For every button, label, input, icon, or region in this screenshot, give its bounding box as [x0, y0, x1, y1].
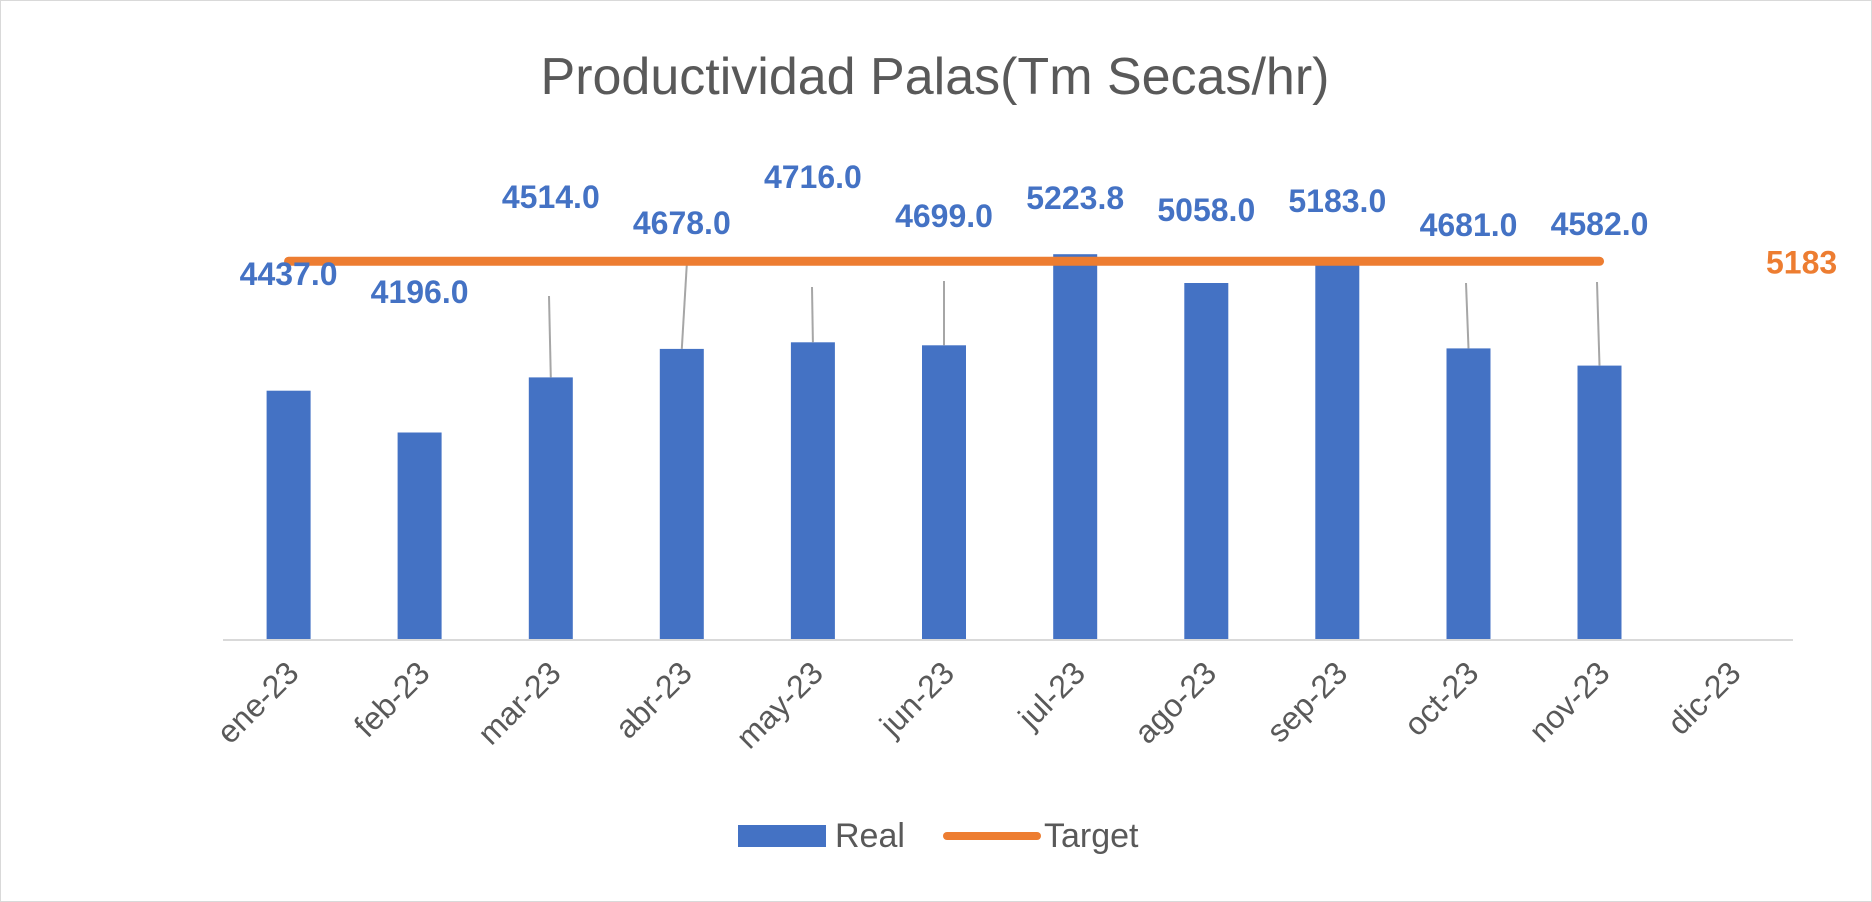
data-label-jul-23: 5223.8 [1026, 180, 1124, 216]
data-label-abr-23: 4678.0 [633, 205, 731, 241]
legend-label-real: Real [835, 817, 905, 855]
bar-ene-23 [266, 390, 311, 640]
tick-label-jun-23: jun-23 [872, 654, 961, 743]
bar-nov-23 [1577, 365, 1622, 640]
bar-jul-23 [1053, 254, 1098, 640]
bar-feb-23 [397, 432, 442, 640]
leader-line-oct-23 [1465, 282, 1470, 349]
bar-abr-23 [659, 348, 704, 640]
data-label-ago-23: 5058.0 [1157, 192, 1255, 228]
leader-line-nov-23 [1596, 281, 1601, 366]
data-label-mar-23: 4514.0 [502, 179, 600, 215]
bar-mar-23 [528, 377, 573, 640]
leader-line-may-23 [811, 286, 814, 343]
legend-swatch-real [738, 825, 826, 847]
leader-lines [548, 260, 1601, 378]
bar-sep-23 [1315, 261, 1360, 640]
data-label-jun-23: 4699.0 [895, 198, 993, 234]
chart-title: Productividad Palas(Tm Secas/hr) [541, 48, 1330, 106]
tick-label-oct-23: oct-23 [1397, 654, 1485, 742]
leader-line-abr-23 [680, 260, 688, 349]
legend: Real Target [738, 817, 1139, 855]
data-label-ene-23: 4437.0 [240, 256, 338, 292]
bars-layer [266, 254, 1622, 640]
data-label-may-23: 4716.0 [764, 159, 862, 195]
tick-label-ago-23: ago-23 [1127, 654, 1223, 750]
tick-label-nov-23: nov-23 [1522, 654, 1617, 749]
bar-may-23 [790, 342, 835, 640]
tick-label-ene-23: ene-23 [210, 654, 306, 750]
data-labels-layer: 5183 4437.0 4196.0 4514.0 4678.0 4716.0 4699.0… [240, 159, 1838, 310]
tick-label-sep-23: sep-23 [1260, 654, 1355, 749]
leader-line-mar-23 [548, 295, 552, 378]
data-label-sep-23: 5183.0 [1288, 183, 1386, 219]
tick-label-mar-23: mar-23 [471, 654, 568, 751]
data-label-oct-23: 4681.0 [1420, 207, 1518, 243]
x-tick-labels: ene-23 feb-23 mar-23 abr-23 may-23 jun-23 jul-… [210, 654, 1748, 755]
tick-label-may-23: may-23 [729, 654, 830, 755]
bar-jun-23 [922, 345, 966, 640]
tick-label-jul-23: jul-23 [1011, 654, 1093, 736]
bar-oct-23 [1446, 348, 1491, 640]
legend-label-target: Target [1044, 817, 1139, 855]
tick-label-dic-23: dic-23 [1661, 654, 1748, 741]
tick-label-feb-23: feb-23 [347, 654, 437, 744]
data-label-feb-23: 4196.0 [371, 274, 469, 310]
tick-label-abr-23: abr-23 [608, 654, 699, 745]
bar-ago-23 [1184, 283, 1229, 640]
target-value-label: 5183 [1766, 244, 1837, 280]
data-label-nov-23: 4582.0 [1551, 206, 1649, 242]
